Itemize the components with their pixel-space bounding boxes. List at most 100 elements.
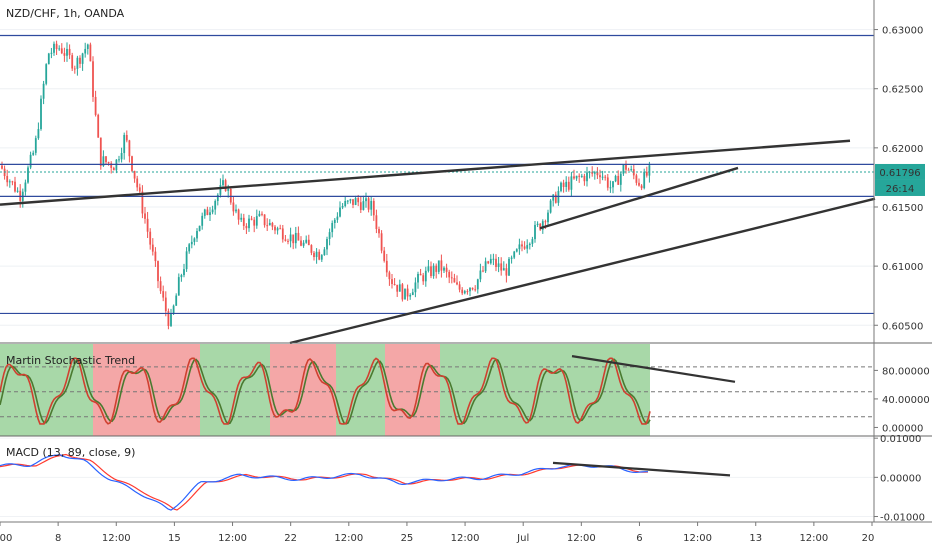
candle-body	[643, 171, 646, 189]
candle-body	[349, 199, 352, 201]
candle-body	[211, 209, 214, 213]
candle-body	[73, 68, 76, 70]
price-tick-label: 0.63000	[882, 26, 923, 37]
candle-body	[133, 170, 136, 179]
candle-body	[528, 243, 531, 246]
candle-body	[180, 275, 183, 278]
candle-body	[112, 167, 115, 171]
candle-body	[578, 175, 581, 177]
candle-body	[357, 198, 360, 203]
trendline-2	[539, 166, 739, 230]
price-tick-label: 0.62500	[882, 85, 923, 96]
macd-tick-label: -0.01000	[880, 513, 925, 524]
time-tick-label: Jul	[516, 533, 529, 544]
candle-body	[471, 287, 474, 290]
macd-pane: MACD (13, 89, close, 9)	[0, 437, 874, 518]
time-tick-label: 13	[749, 533, 762, 544]
candle-body	[443, 267, 445, 271]
candle-body	[16, 190, 19, 192]
time-tick-label: 8	[55, 533, 61, 544]
candle-body	[638, 182, 640, 186]
candle-body	[365, 198, 367, 202]
candle-body	[328, 232, 331, 239]
time-tick-label: 22	[284, 533, 297, 544]
candle-body	[515, 249, 518, 252]
candle-body	[383, 250, 386, 261]
candle-body	[562, 182, 565, 187]
candle-body	[552, 194, 555, 201]
candle-body	[424, 270, 427, 282]
candle-body	[601, 176, 604, 178]
main-price-pane: NZD/CHF, 1h, OANDA	[0, 7, 932, 345]
candle-body	[8, 181, 11, 183]
candle-body	[573, 176, 575, 179]
candle-body	[40, 98, 42, 130]
candle-body	[235, 209, 237, 212]
time-tick-label: 12:00	[102, 533, 131, 544]
candle-body	[630, 169, 633, 171]
candle-body	[531, 239, 534, 244]
candle-body	[648, 165, 651, 176]
candle-body	[318, 251, 321, 260]
candle-body	[523, 246, 526, 249]
candle-body	[518, 244, 521, 250]
candle-body	[315, 251, 318, 258]
time-axis[interactable]: 00 8 12:00 15 12:00 22 12:00 25 12:00 Jul 12:00 6 12…	[0, 522, 874, 544]
candle-body	[1, 165, 3, 169]
candle-body	[94, 96, 97, 115]
macd-lines	[0, 453, 731, 511]
candle-body	[430, 266, 432, 277]
macd-grid	[0, 437, 874, 518]
candle-body	[625, 164, 627, 170]
time-tick-label: 12:00	[683, 533, 712, 544]
candle-body	[591, 171, 594, 174]
candle-body	[313, 252, 315, 258]
candle-body	[144, 213, 146, 219]
candle-body	[554, 194, 557, 203]
candle-body	[92, 61, 94, 97]
candle-body	[536, 223, 539, 225]
time-tick-label: 12:00	[218, 533, 247, 544]
candle-body	[6, 176, 9, 183]
candle-body	[177, 277, 180, 296]
candle-body	[539, 223, 542, 230]
time-tick-label: 15	[168, 533, 181, 544]
candle-body	[47, 53, 50, 65]
candle-body	[326, 238, 328, 250]
price-axis[interactable]: 0.63000 0.62500 0.62000 0.61500 0.61000 0.605…	[874, 26, 930, 524]
candle-body	[84, 48, 87, 54]
candle-body	[302, 242, 305, 246]
candle-body	[29, 154, 32, 168]
stochastic-levels	[0, 366, 874, 418]
candle-body	[97, 114, 100, 138]
trendline-1	[289, 197, 876, 345]
candle-body	[193, 238, 196, 242]
candle-body	[42, 83, 45, 99]
countdown-label: 26:14	[886, 184, 915, 195]
candle-body	[63, 53, 66, 56]
price-tick-label: 0.60500	[882, 321, 923, 332]
candle-body	[68, 48, 71, 56]
candle-body	[266, 225, 269, 227]
candle-body	[123, 134, 126, 154]
trend-zone-5	[385, 344, 440, 436]
candle-body	[279, 228, 282, 230]
candle-body	[300, 240, 302, 246]
candle-body	[427, 266, 430, 271]
stochastic-pane: Martin Stochastic Trend	[0, 344, 932, 437]
candle-body	[541, 221, 544, 230]
candle-body	[125, 134, 128, 141]
candle-body	[619, 173, 622, 185]
candle-body	[526, 245, 529, 249]
stochastic-tick-label: 40.00000	[882, 395, 930, 406]
macd-tick-label: 0.00000	[880, 473, 921, 484]
candle-body	[196, 231, 198, 239]
trendlines	[0, 139, 876, 345]
time-tick-label: 25	[401, 533, 414, 544]
candle-body	[534, 224, 536, 240]
candle-body	[27, 167, 29, 183]
candle-body	[437, 260, 440, 272]
candle-body	[294, 232, 297, 244]
stochastic-title: Martin Stochastic Trend	[6, 354, 135, 367]
candle-body	[157, 261, 159, 282]
